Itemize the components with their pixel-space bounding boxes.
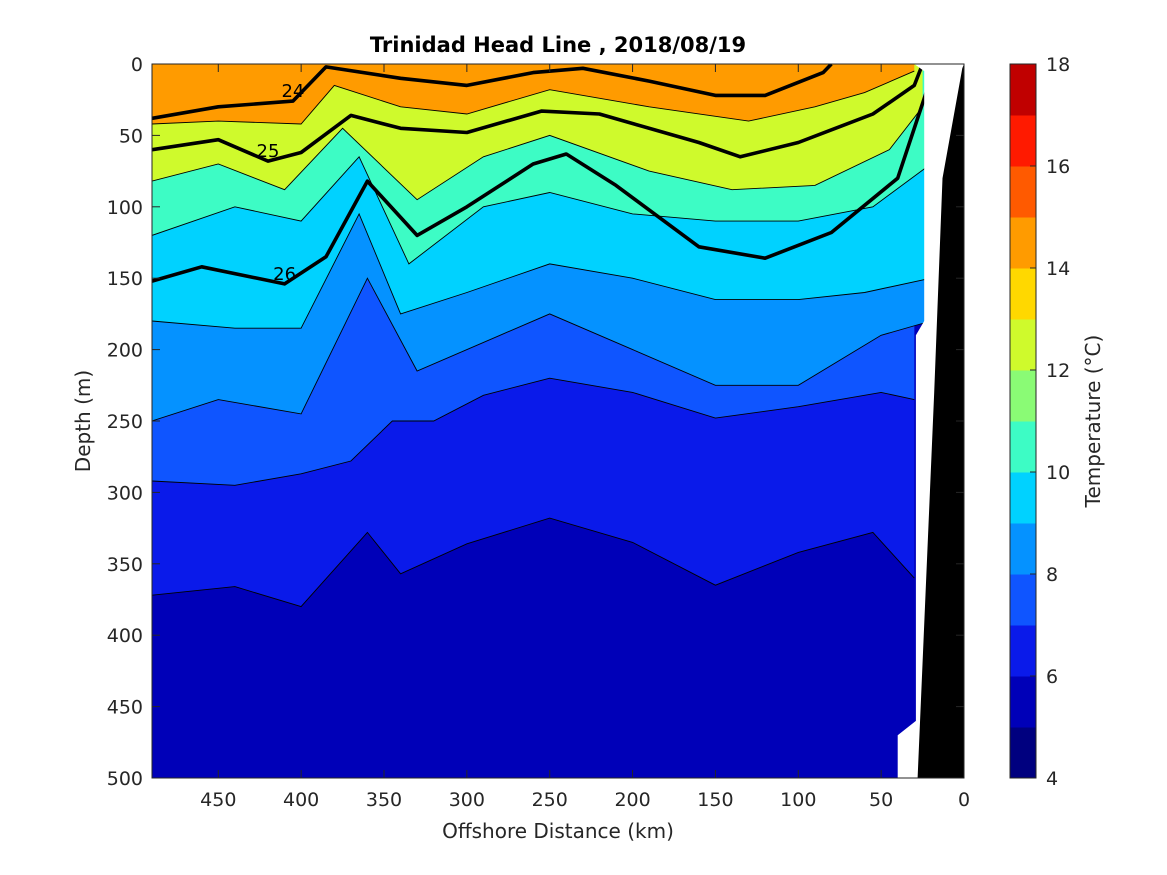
colorbar-tick-label: 6 — [1046, 666, 1058, 688]
colorbar-tick-label: 12 — [1046, 360, 1070, 382]
y-tick-label: 250 — [107, 411, 143, 433]
density-contour-line — [152, 77, 933, 286]
y-tick-label: 100 — [107, 197, 143, 219]
x-tick-label: 450 — [200, 789, 236, 811]
isotherm-line-7 — [152, 377, 915, 486]
y-tick-label: 350 — [107, 554, 143, 576]
colorbar: 4 6 8 10 12 14 16 18 Temperature (°C) — [1009, 54, 1105, 790]
colorbar-swatch — [1010, 166, 1036, 218]
colorbar-swatch — [1010, 574, 1036, 626]
density-contour-label: 26 — [273, 264, 296, 285]
fill-band-14 — [152, 64, 915, 124]
x-tick-label: 0 — [958, 789, 970, 811]
x-tick-label: 100 — [780, 789, 816, 811]
x-axis-ticks: 450 400 350 300 250 200 150 100 50 0 — [200, 64, 970, 811]
isotherm-line-8 — [152, 277, 932, 422]
isotherm-lines — [152, 70, 932, 608]
plot-area — [152, 64, 964, 778]
colorbar-swatch — [1010, 676, 1036, 728]
x-tick-label: 150 — [697, 789, 733, 811]
y-tick-label: 0 — [131, 54, 143, 76]
x-tick-label: 50 — [869, 789, 893, 811]
x-tick-label: 300 — [449, 789, 485, 811]
seafloor-bathymetry — [917, 64, 964, 778]
colorbar-tick-label: 14 — [1046, 258, 1070, 280]
y-axis-ticks: 0 50 100 150 200 250 300 350 400 450 500 — [107, 54, 964, 790]
density-contour-label: 24 — [281, 81, 304, 102]
colorbar-swatch — [1010, 421, 1036, 473]
colorbar-tick-label: 18 — [1046, 54, 1070, 76]
bathymetry-group — [897, 64, 964, 778]
y-tick-label: 300 — [107, 482, 143, 504]
y-axis-label: Depth (m) — [71, 370, 95, 472]
colorbar-swatch — [1010, 115, 1036, 167]
colorbar-swatch — [1010, 64, 1036, 116]
density-contours — [152, 64, 933, 286]
colorbar-swatch — [1010, 370, 1036, 422]
density-contour-line — [152, 64, 925, 163]
contour-labels: 24 25 26 — [257, 81, 305, 285]
x-tick-label: 400 — [283, 789, 319, 811]
temperature-fill-bands — [152, 64, 964, 778]
x-tick-label: 250 — [532, 789, 568, 811]
isotherm-line-12 — [152, 106, 923, 201]
colorbar-swatch — [1010, 625, 1036, 677]
colorbar-tick-label: 16 — [1046, 156, 1070, 178]
colorbar-swatch — [1010, 217, 1036, 269]
x-tick-label: 350 — [366, 789, 402, 811]
colorbar-swatch — [1010, 472, 1036, 524]
y-tick-label: 450 — [107, 697, 143, 719]
y-tick-label: 400 — [107, 625, 143, 647]
y-tick-label: 50 — [119, 125, 143, 147]
colorbar-swatch — [1010, 727, 1036, 779]
y-tick-label: 150 — [107, 268, 143, 290]
colorbar-swatches — [1010, 64, 1036, 779]
colorbar-swatch — [1010, 523, 1036, 575]
colorbar-tick-label: 4 — [1046, 768, 1058, 790]
isotherm-line-9 — [152, 212, 931, 329]
isotherm-line-14 — [152, 70, 915, 125]
colorbar-tick-label: 10 — [1046, 462, 1070, 484]
chart-title: Trinidad Head Line , 2018/08/19 — [370, 33, 746, 57]
isotherm-line-6 — [152, 517, 915, 608]
density-contour-label: 25 — [257, 141, 280, 162]
density-contour-line — [152, 64, 833, 121]
colorbar-label: Temperature (°C) — [1081, 335, 1105, 509]
x-axis-label: Offshore Distance (km) — [442, 819, 674, 843]
colorbar-tick-label: 8 — [1046, 564, 1058, 586]
colorbar-swatch — [1010, 268, 1036, 320]
y-tick-label: 500 — [107, 768, 143, 790]
y-tick-label: 200 — [107, 340, 143, 362]
colorbar-ticks: 4 6 8 10 12 14 16 18 — [1030, 54, 1070, 790]
colorbar-swatch — [1010, 319, 1036, 371]
isotherm-line-10 — [152, 155, 932, 265]
x-tick-label: 200 — [614, 789, 650, 811]
colorbar-frame — [1009, 63, 1037, 779]
